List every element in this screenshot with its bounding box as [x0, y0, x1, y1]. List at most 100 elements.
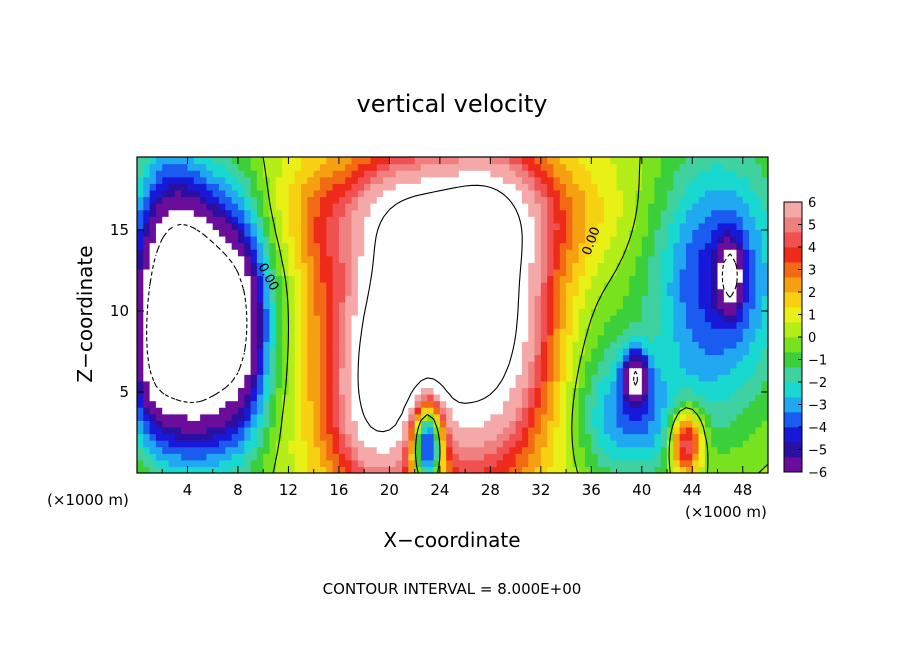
- heatmap-cell: [319, 420, 327, 428]
- heatmap-cell: [433, 203, 441, 211]
- heatmap-cell: [641, 157, 649, 165]
- heatmap-cell: [603, 380, 611, 389]
- heatmap-cell: [294, 308, 302, 316]
- heatmap-cell: [528, 288, 536, 296]
- heatmap-cell: [730, 183, 738, 191]
- heatmap-cell: [717, 380, 725, 389]
- heatmap-cell: [301, 282, 308, 290]
- heatmap-cell: [162, 321, 170, 329]
- heatmap-cell: [572, 249, 580, 257]
- heatmap-cell: [420, 341, 428, 349]
- heatmap-cell: [761, 157, 768, 165]
- heatmap-cell: [723, 163, 731, 171]
- heatmap-cell: [610, 440, 618, 448]
- heatmap-cell: [685, 255, 693, 263]
- heatmap-cell: [200, 236, 208, 244]
- heatmap-cell: [282, 262, 290, 270]
- heatmap-cell: [603, 466, 611, 473]
- heatmap-cell: [338, 255, 346, 263]
- heatmap-cell: [559, 466, 567, 473]
- heatmap-cell: [294, 354, 302, 362]
- heatmap-cell: [338, 341, 346, 349]
- heatmap-cell: [528, 334, 536, 342]
- heatmap-cell: [502, 301, 510, 310]
- heatmap-cell: [149, 347, 157, 356]
- heatmap-cell: [502, 341, 510, 349]
- heatmap-cell: [635, 426, 643, 435]
- heatmap-cell: [509, 163, 517, 171]
- heatmap-cell: [370, 354, 378, 362]
- heatmap-cell: [402, 374, 409, 382]
- heatmap-cell: [414, 374, 422, 382]
- heatmap-cell: [622, 189, 630, 198]
- heatmap-cell: [585, 308, 592, 316]
- heatmap-cell: [711, 301, 719, 310]
- heatmap-cell: [446, 268, 454, 277]
- heatmap-cell: [244, 387, 252, 395]
- heatmap-cell: [351, 301, 359, 310]
- heatmap-cell: [389, 236, 397, 244]
- heatmap-cell: [332, 183, 340, 191]
- heatmap-cell: [307, 157, 315, 165]
- heatmap-cell: [704, 249, 712, 257]
- heatmap-cell: [439, 255, 447, 263]
- heatmap-cell: [143, 347, 151, 356]
- heatmap-cell: [168, 236, 176, 244]
- heatmap-cell: [162, 426, 170, 435]
- heatmap-cell: [338, 288, 346, 296]
- heatmap-cell: [219, 275, 226, 283]
- heatmap-cell: [389, 268, 397, 277]
- heatmap-cell: [389, 229, 397, 237]
- heatmap-cell: [660, 374, 668, 382]
- heatmap-cell: [395, 209, 403, 217]
- heatmap-cell: [717, 367, 725, 375]
- heatmap-cell: [749, 394, 756, 402]
- heatmap-cell: [319, 321, 327, 329]
- heatmap-cell: [742, 374, 750, 382]
- heatmap-cell: [275, 380, 283, 389]
- heatmap-cell: [446, 288, 454, 296]
- heatmap-cell: [471, 157, 479, 165]
- heatmap-cell: [427, 459, 435, 468]
- heatmap-cell: [389, 275, 397, 283]
- heatmap-cell: [439, 209, 447, 217]
- heatmap-cell: [730, 222, 738, 231]
- heatmap-cell: [648, 440, 656, 448]
- heatmap-cell: [301, 176, 308, 184]
- heatmap-cell: [667, 459, 674, 468]
- heatmap-cell: [294, 268, 302, 277]
- heatmap-cell: [654, 459, 662, 468]
- heatmap-cell: [357, 176, 365, 184]
- heatmap-cell: [338, 157, 346, 165]
- heatmap-cell: [250, 301, 258, 310]
- heatmap-cell: [566, 275, 573, 283]
- heatmap-cell: [143, 249, 151, 257]
- heatmap-cell: [528, 262, 536, 270]
- heatmap-cell: [446, 367, 454, 375]
- heatmap-cell: [370, 288, 378, 296]
- heatmap-cell: [660, 361, 668, 369]
- heatmap-cell: [465, 288, 473, 296]
- heatmap-cell: [446, 222, 454, 231]
- heatmap-cell: [730, 189, 738, 198]
- heatmap-cell: [496, 295, 504, 303]
- heatmap-cell: [736, 288, 744, 296]
- heatmap-cell: [364, 222, 372, 231]
- heatmap-cell: [723, 189, 731, 198]
- heatmap-cell: [345, 295, 353, 303]
- heatmap-cell: [307, 354, 315, 362]
- heatmap-cell: [528, 268, 536, 277]
- heatmap-cell: [685, 157, 693, 165]
- heatmap-cell: [446, 216, 454, 224]
- heatmap-cell: [155, 288, 163, 296]
- heatmap-cell: [566, 387, 573, 395]
- heatmap-cell: [174, 426, 182, 435]
- heatmap-cell: [326, 282, 334, 290]
- heatmap-cell: [389, 315, 397, 323]
- heatmap-cell: [149, 176, 157, 184]
- heatmap-cell: [143, 170, 151, 178]
- heatmap-cell: [458, 354, 466, 362]
- heatmap-cell: [376, 236, 384, 244]
- heatmap-cell: [616, 222, 624, 231]
- heatmap-cell: [484, 347, 491, 356]
